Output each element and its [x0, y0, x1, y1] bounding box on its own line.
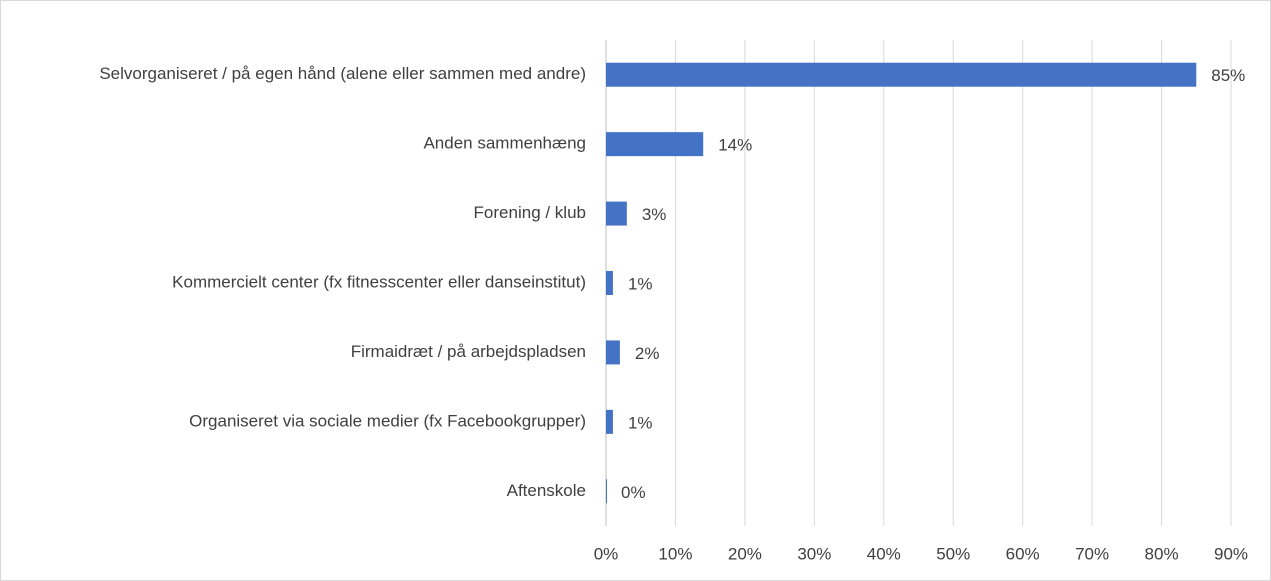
- y-tick-label: Firmaidræt / på arbejdspladsen: [351, 342, 586, 361]
- y-tick-label: Selvorganiseret / på egen hånd (alene el…: [99, 64, 586, 83]
- data-label: 2%: [635, 344, 660, 363]
- data-label: 0%: [621, 483, 646, 502]
- bar: [606, 201, 627, 226]
- x-tick-label: 40%: [867, 544, 901, 563]
- bar: [606, 271, 613, 295]
- x-tick-label: 30%: [797, 544, 831, 563]
- data-label: 85%: [1211, 66, 1245, 85]
- y-tick-label: Kommercielt center (fx fitnesscenter ell…: [172, 272, 586, 291]
- y-tick-label: Anden sammenhæng: [423, 134, 586, 153]
- x-tick-label: 20%: [728, 544, 762, 563]
- y-tick-label: Aftenskole: [507, 481, 586, 500]
- data-label: 1%: [628, 274, 653, 293]
- x-tick-label: 90%: [1214, 544, 1248, 563]
- bar: [606, 479, 607, 504]
- y-tick-label: Forening / klub: [474, 203, 586, 222]
- bar: [606, 409, 613, 434]
- x-tick-label: 10%: [658, 544, 692, 563]
- x-tick-label: 50%: [936, 544, 970, 563]
- x-tick-label: 70%: [1075, 544, 1109, 563]
- bar: [606, 340, 620, 365]
- x-tick-label: 80%: [1145, 544, 1179, 563]
- y-tick-label: Organiseret via sociale medier (fx Faceb…: [189, 411, 586, 430]
- data-label: 1%: [628, 413, 653, 432]
- data-label: 3%: [642, 205, 667, 224]
- data-label: 14%: [718, 136, 752, 155]
- x-tick-label: 60%: [1006, 544, 1040, 563]
- bar: [606, 62, 1197, 87]
- x-tick-label: 0%: [594, 544, 619, 563]
- bar: [606, 132, 704, 157]
